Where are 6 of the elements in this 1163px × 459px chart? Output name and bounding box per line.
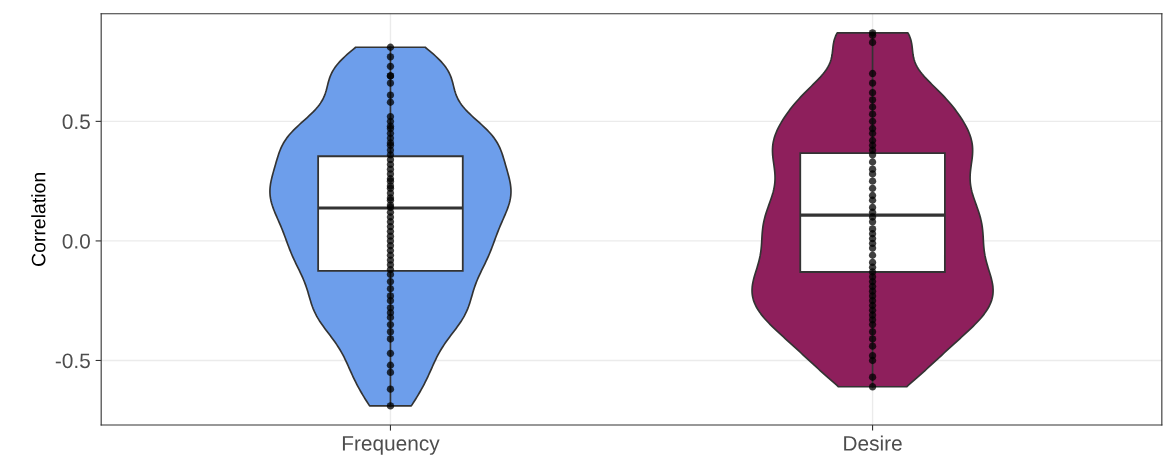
y-tick-label: 0.0	[62, 233, 90, 249]
x-tick-label: Desire	[844, 435, 902, 451]
y-tick-label: 0.5	[62, 114, 90, 130]
y-axis-title: Correlation	[31, 173, 46, 266]
x-tick-label: Frequency	[342, 436, 440, 455]
y-tick-label: -0.5	[55, 353, 90, 369]
